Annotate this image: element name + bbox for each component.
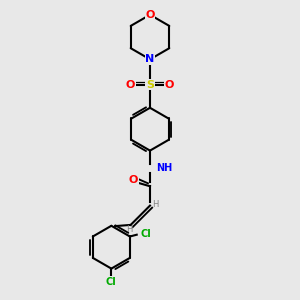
- Text: H: H: [152, 200, 158, 208]
- Text: N: N: [146, 54, 154, 64]
- Text: H: H: [126, 225, 132, 234]
- Text: O: O: [165, 80, 174, 90]
- Text: NH: NH: [157, 164, 173, 173]
- Text: O: O: [145, 10, 155, 20]
- Text: Cl: Cl: [140, 229, 151, 238]
- Text: O: O: [126, 80, 135, 90]
- Text: O: O: [129, 175, 138, 185]
- Text: S: S: [146, 80, 154, 90]
- Text: Cl: Cl: [106, 277, 117, 287]
